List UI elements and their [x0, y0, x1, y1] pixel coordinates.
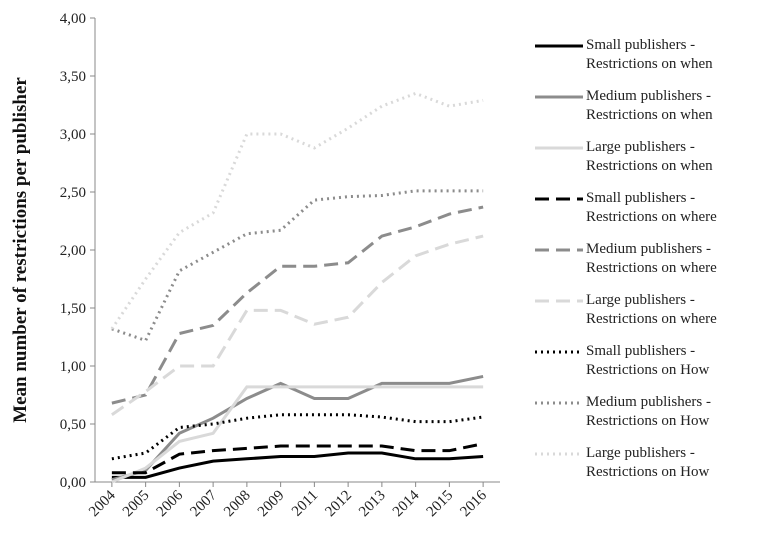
legend-label: Large publishers - Restrictions on where: [586, 292, 717, 327]
legend-entry: Medium publishers - Restrictions on How: [530, 393, 763, 444]
series-line: [110, 91, 484, 330]
legend-swatch: [535, 146, 583, 150]
legend-entry: Large publishers - Restrictions on where: [530, 291, 763, 342]
legend-entry: Small publishers - Restrictions on How: [530, 342, 763, 393]
series-line: [111, 442, 484, 475]
y-tick-label: 1,00: [60, 359, 86, 375]
x-tick-label: 2013: [356, 488, 389, 521]
y-tick-label: 1,50: [60, 301, 86, 317]
y-tick-label: 2,00: [60, 243, 86, 259]
series-line: [111, 205, 484, 405]
legend-entry: Large publishers - Restrictions on How: [530, 444, 763, 495]
legend-label: Small publishers - Restrictions on when: [586, 37, 713, 72]
x-tick-label: 2011: [289, 488, 321, 520]
legend-swatch: [535, 95, 583, 99]
y-tick-label: 3,50: [60, 69, 86, 85]
legend-entry: Small publishers - Restrictions on when: [530, 36, 763, 87]
legend-entry: Small publishers - Restrictions on where: [530, 189, 763, 240]
x-tick-label: 2014: [390, 487, 423, 520]
legend-label: Medium publishers - Restrictions on wher…: [586, 241, 717, 276]
y-tick-label: 4,00: [60, 11, 86, 27]
legend-label: Small publishers - Restrictions on How: [586, 343, 710, 378]
legend-entry: Medium publishers - Restrictions on when: [530, 87, 763, 138]
x-tick-label: 2012: [322, 488, 355, 521]
legend-label: Small publishers - Restrictions on where: [586, 190, 717, 225]
y-tick-label: 2,50: [60, 185, 86, 201]
legend-swatch: [535, 350, 583, 354]
y-tick-label: 3,00: [60, 127, 86, 143]
series-line: [111, 413, 484, 461]
series-line: [111, 385, 484, 484]
x-tick-label: 2008: [221, 488, 254, 521]
y-axis-title: Mean number of restrictions per publishe…: [10, 77, 31, 423]
legend-swatch: [535, 197, 583, 201]
legend-label: Large publishers - Restrictions on when: [586, 139, 713, 174]
legend-swatch: [535, 452, 583, 456]
x-tick-label: 2007: [187, 487, 220, 520]
legend-entry: Medium publishers - Restrictions on wher…: [530, 240, 763, 291]
plot: Mean number of restrictions per publishe…: [10, 11, 500, 521]
legend-swatch: [535, 248, 583, 252]
legend-swatch: [535, 299, 583, 303]
x-tick-label: 2004: [86, 487, 119, 520]
x-tick-label: 2016: [457, 487, 490, 520]
legend-label: Medium publishers - Restrictions on when: [586, 88, 713, 123]
x-tick-label: 2006: [154, 487, 187, 520]
series-line: [111, 451, 484, 479]
y-tick-label: 0,00: [60, 475, 86, 491]
series-line: [111, 234, 484, 416]
x-tick-label: 2009: [255, 488, 288, 521]
series-line: [111, 374, 484, 482]
y-tick-label: 0,50: [60, 417, 86, 433]
series-line: [111, 189, 484, 343]
x-tick-label: 2015: [424, 488, 457, 521]
legend-swatch: [535, 401, 583, 405]
legend-label: Medium publishers - Restrictions on How: [586, 394, 711, 429]
legend-label: Large publishers - Restrictions on How: [586, 445, 710, 480]
legend: Small publishers - Restrictions on when M…: [530, 36, 763, 495]
x-tick-label: 2005: [120, 488, 153, 521]
legend-entry: Large publishers - Restrictions on when: [530, 138, 763, 189]
legend-swatch: [535, 44, 583, 48]
